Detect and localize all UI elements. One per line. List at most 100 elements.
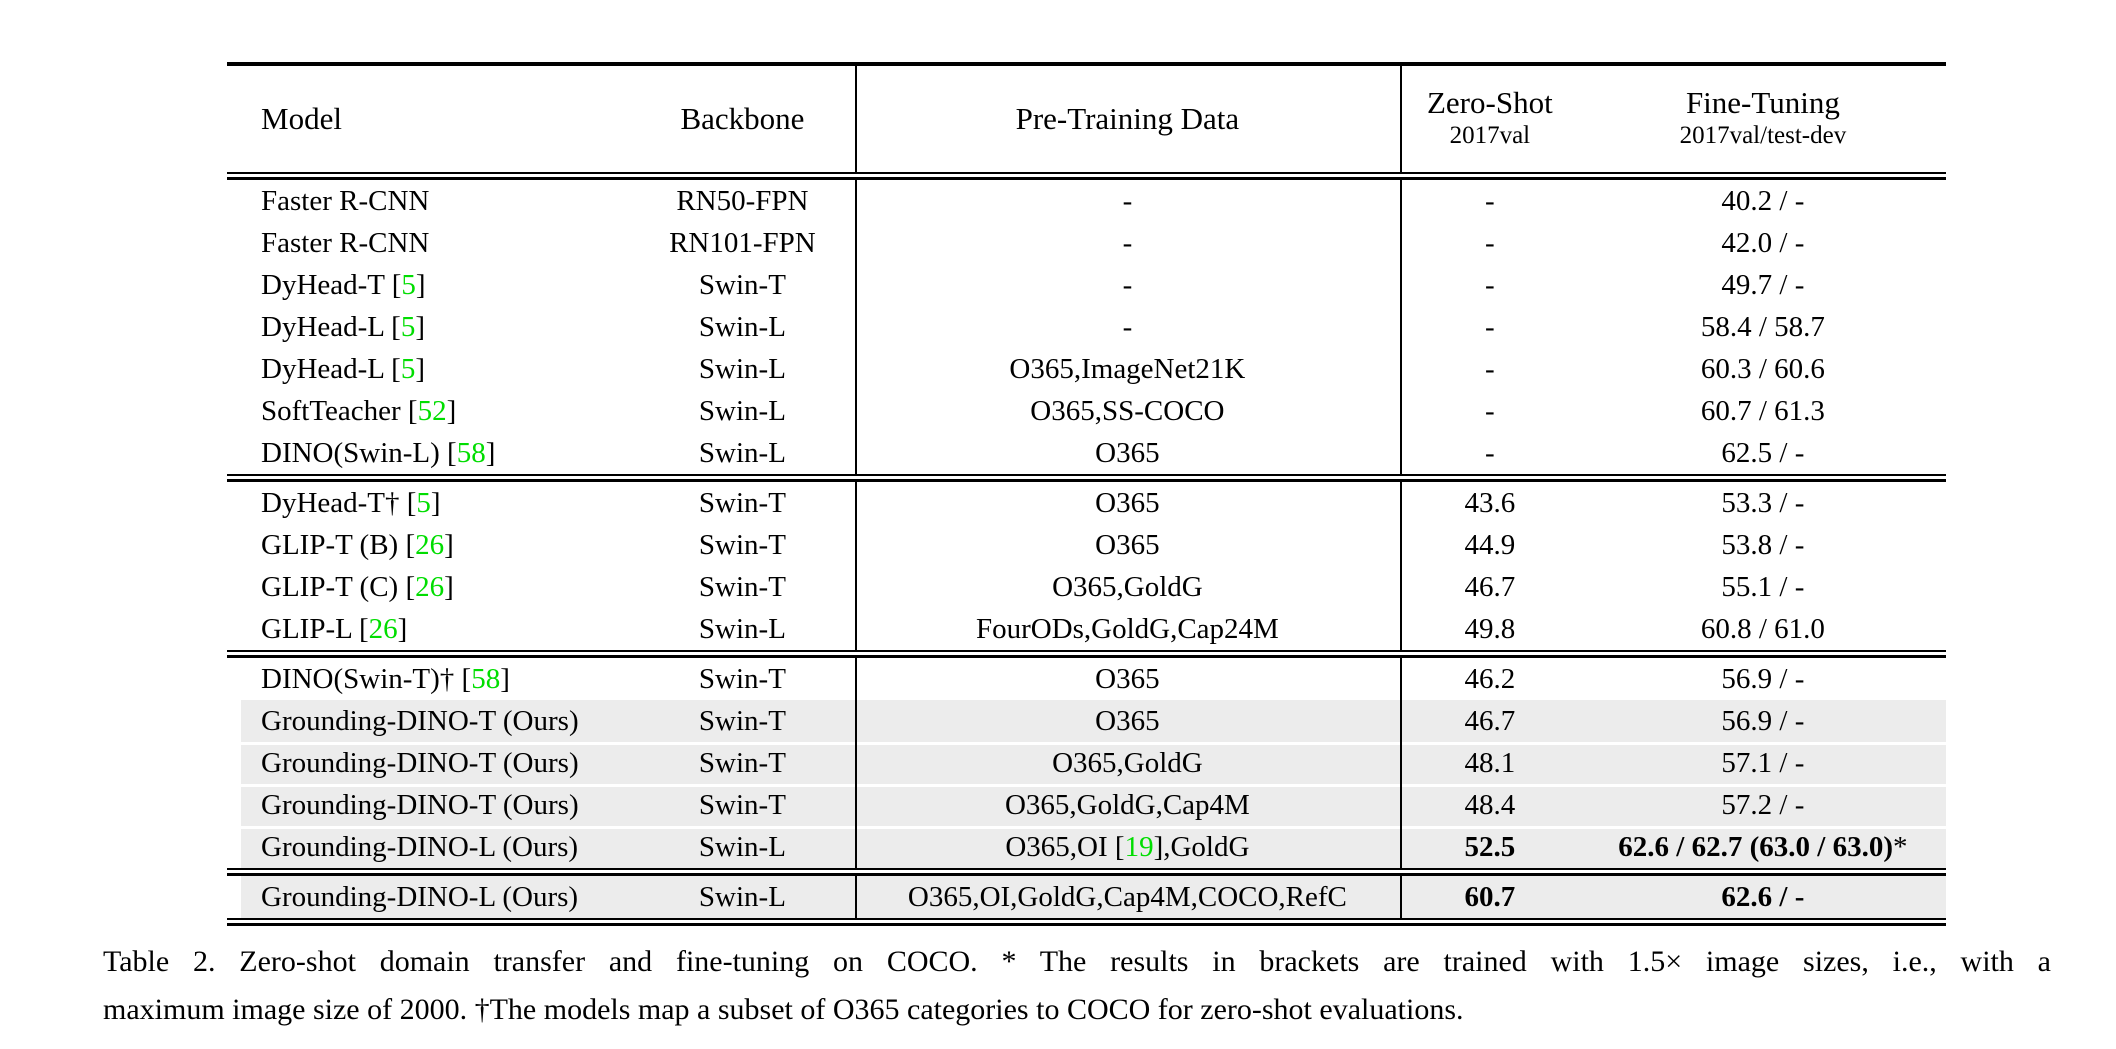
cell-pretraining-data: -	[855, 185, 1400, 218]
text-segment: 49.8	[1464, 612, 1516, 645]
cell-backbone: Swin-L	[630, 353, 855, 386]
text-segment: ]	[500, 662, 510, 695]
text-segment: Swin-T	[698, 528, 786, 561]
column-divider-backbone	[854, 482, 857, 650]
citation-link[interactable]: 58	[456, 436, 486, 469]
citation-link[interactable]: 26	[415, 570, 445, 603]
table-row: DINO(Swin-L) [58] Swin-L O365 - 62.5 / -	[227, 432, 1946, 474]
text-segment: 48.4	[1464, 788, 1516, 821]
citation-link[interactable]: 19	[1124, 830, 1154, 863]
text-segment: 53.8 / -	[1721, 528, 1805, 561]
cell-backbone: RN101-FPN	[630, 227, 855, 260]
table-section: Grounding-DINO-L (Ours) Swin-L O365,OI,Gol…	[227, 876, 1946, 918]
text-segment: ]	[430, 486, 441, 519]
text-segment: Swin-L	[698, 830, 786, 863]
text-segment: Swin-T	[698, 746, 786, 779]
text-segment: 53.3 / -	[1721, 486, 1805, 519]
cell-model: DyHead-L [5]	[227, 311, 630, 344]
cell-model: GLIP-T (B) [26]	[227, 529, 630, 562]
citation-link[interactable]: 26	[415, 528, 445, 561]
column-divider-pretrain	[1400, 66, 1403, 172]
cell-zero-shot: -	[1400, 437, 1580, 470]
cell-model: GLIP-L [26]	[227, 613, 630, 646]
cell-zero-shot: 52.5	[1400, 831, 1580, 864]
text-segment: Swin-T	[698, 570, 786, 603]
citation-link[interactable]: 52	[417, 394, 447, 427]
text-segment: Grounding-DINO-L (Ours)	[261, 830, 579, 863]
citation-link[interactable]: 5	[400, 352, 416, 385]
cell-fine-tuning: 40.2 / -	[1580, 185, 1946, 218]
column-divider-pretrain	[1400, 180, 1403, 474]
cell-zero-shot: -	[1400, 311, 1580, 344]
cell-pretraining-data: O365	[855, 529, 1400, 562]
text-segment: ]	[415, 310, 426, 343]
cell-fine-tuning: 58.4 / 58.7	[1580, 311, 1946, 344]
text-segment: SoftTeacher [	[261, 394, 418, 427]
column-divider-pretrain	[1400, 482, 1403, 650]
cell-fine-tuning: 62.6 / -	[1580, 881, 1946, 914]
column-divider-backbone	[854, 876, 857, 918]
column-divider-backbone	[854, 180, 857, 474]
cell-zero-shot: -	[1400, 227, 1580, 260]
text-segment: ]	[415, 352, 426, 385]
cell-zero-shot: 48.4	[1400, 789, 1580, 822]
text-segment: 58.4 / 58.7	[1700, 310, 1825, 343]
cell-model: DINO(Swin-L) [58]	[227, 437, 630, 470]
cell-backbone: Swin-T	[630, 789, 855, 822]
cell-model: Faster R-CNN	[227, 227, 630, 260]
text-segment: Swin-L	[698, 880, 786, 913]
text-segment: -	[1122, 226, 1133, 259]
table-section: DyHead-T† [5] Swin-T O365 43.6 53.3 / - GLIP-…	[227, 482, 1946, 650]
text-segment: Faster R-CNN	[261, 226, 430, 259]
text-segment: DyHead-L [	[261, 310, 401, 343]
cell-model: Grounding-DINO-T (Ours)	[227, 747, 630, 780]
caption-line-1: Table 2. Zero-shot domain transfer and f…	[103, 945, 2051, 978]
text-segment: 49.7 / -	[1721, 268, 1805, 301]
column-divider-pretrain	[1400, 658, 1403, 868]
text-segment: O365,OI,GoldG,Cap4M,COCO,RefC	[907, 880, 1347, 913]
column-divider-pretrain	[1400, 876, 1403, 918]
text-segment: 62.5 / -	[1721, 436, 1805, 469]
cell-pretraining-data: O365,SS-COCO	[855, 395, 1400, 428]
table-row: SoftTeacher [52] Swin-L O365,SS-COCO - 60.7 …	[227, 390, 1946, 432]
text-segment: 46.2	[1464, 662, 1516, 695]
cell-backbone: Swin-T	[630, 571, 855, 604]
text-segment: GLIP-L [	[261, 612, 369, 645]
text-segment: -	[1485, 310, 1495, 343]
cell-zero-shot: 43.6	[1400, 487, 1580, 520]
text-segment: 56.9 / -	[1721, 662, 1805, 695]
table-row: Faster R-CNN RN50-FPN - - 40.2 / -	[227, 180, 1946, 222]
citation-link[interactable]: 5	[400, 310, 416, 343]
citation-link[interactable]: 26	[368, 612, 398, 645]
citation-link[interactable]: 5	[401, 268, 416, 301]
text-segment: -	[1485, 268, 1495, 301]
text-segment: O365	[1095, 486, 1160, 519]
cell-backbone: Swin-L	[630, 311, 855, 344]
cell-model: Grounding-DINO-L (Ours)	[227, 831, 630, 864]
cell-zero-shot: 46.7	[1400, 571, 1580, 604]
text-segment: DINO(Swin-T)† [	[261, 662, 472, 695]
header-model: Model	[261, 100, 342, 136]
text-segment: O365,ImageNet21K	[1009, 352, 1246, 385]
cell-pretraining-data: O365,GoldG	[855, 571, 1400, 604]
cell-backbone: Swin-T	[630, 487, 855, 520]
cell-model: DyHead-T [5]	[227, 269, 630, 302]
table-row: DyHead-T [5] Swin-T - - 49.7 / -	[227, 264, 1946, 306]
text-segment: 43.6	[1464, 486, 1516, 519]
cell-fine-tuning: 60.8 / 61.0	[1580, 613, 1946, 646]
text-segment: O365,GoldG	[1052, 570, 1203, 603]
table-row: Faster R-CNN RN101-FPN - - 42.0 / -	[227, 222, 1946, 264]
header-zero-shot-sub: 2017val	[1449, 122, 1531, 150]
table-caption: Table 2. Zero-shot domain transfer and f…	[103, 938, 2051, 1034]
text-segment: Grounding-DINO-T (Ours)	[261, 746, 579, 779]
table-row: Grounding-DINO-T (Ours) Swin-T O365,GoldG,…	[227, 784, 1946, 826]
cell-backbone: Swin-T	[630, 663, 855, 696]
text-segment: ]	[444, 528, 454, 561]
text-segment: -	[1122, 310, 1133, 343]
text-segment: ]	[485, 436, 496, 469]
cell-pretraining-data: O365	[855, 487, 1400, 520]
citation-link[interactable]: 58	[471, 662, 501, 695]
cell-model: Faster R-CNN	[227, 185, 630, 218]
citation-link[interactable]: 5	[416, 486, 431, 519]
cell-zero-shot: 46.2	[1400, 663, 1580, 696]
